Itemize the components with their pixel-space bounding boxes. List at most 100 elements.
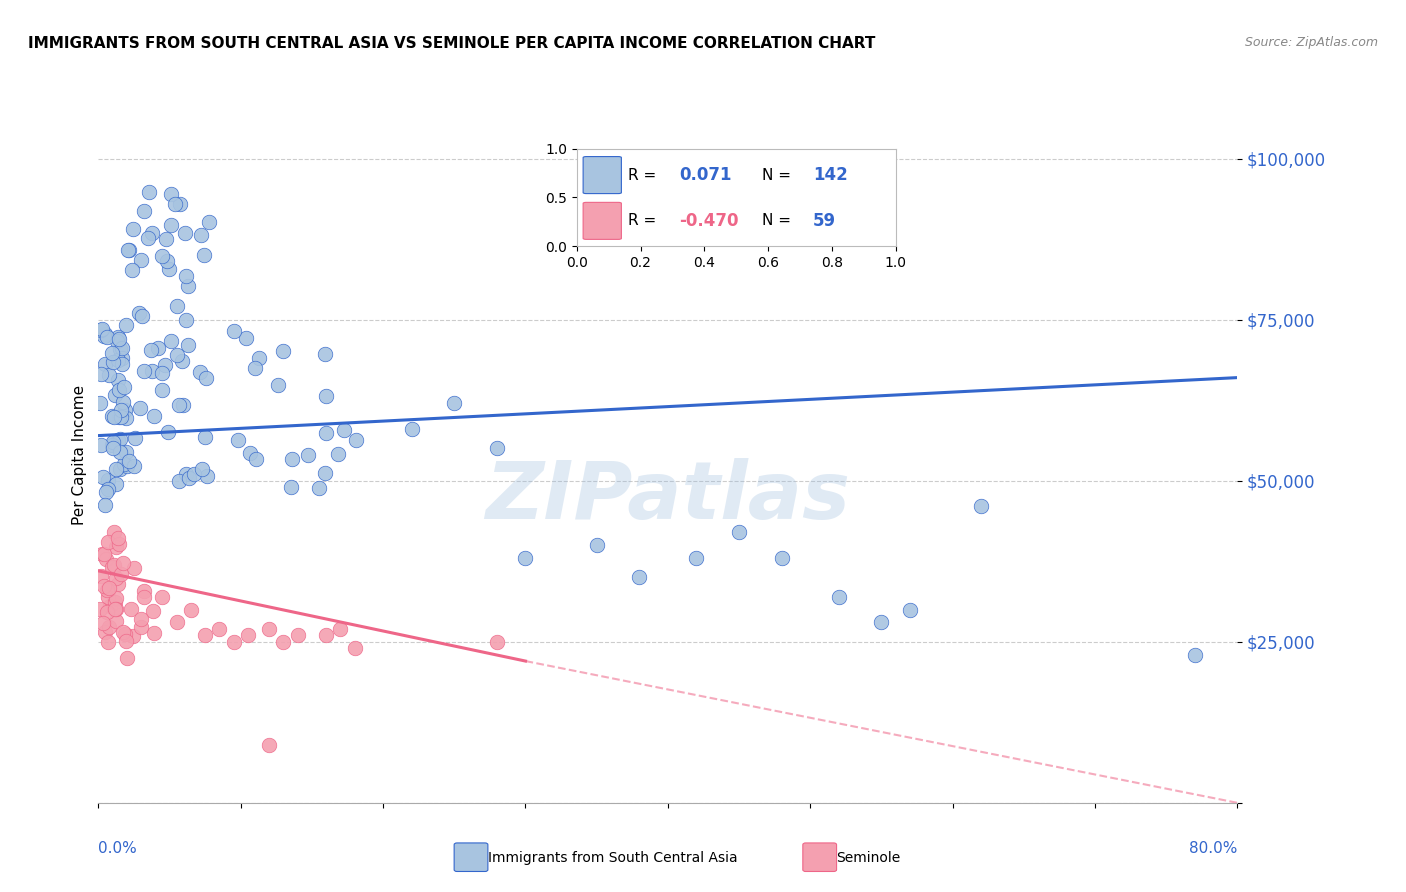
Point bbox=[157, 425, 180, 439]
Point bbox=[195, 370, 218, 384]
Point bbox=[273, 634, 295, 648]
Point bbox=[190, 228, 212, 243]
Text: N =: N = bbox=[762, 168, 790, 183]
Point bbox=[105, 615, 128, 629]
Point bbox=[166, 299, 188, 313]
Point bbox=[89, 602, 111, 616]
Y-axis label: Per Capita Income: Per Capita Income bbox=[72, 384, 87, 525]
Point bbox=[107, 330, 129, 344]
Point bbox=[297, 448, 319, 462]
Point bbox=[104, 594, 127, 608]
Point bbox=[315, 425, 337, 440]
Point bbox=[770, 551, 793, 566]
Point bbox=[174, 467, 197, 482]
Point bbox=[155, 253, 177, 268]
Point bbox=[259, 738, 281, 752]
Point bbox=[96, 582, 118, 597]
Text: 80.0%: 80.0% bbox=[1189, 841, 1237, 856]
Point bbox=[235, 331, 257, 345]
Point bbox=[180, 602, 202, 616]
Point bbox=[98, 620, 121, 634]
Point bbox=[132, 364, 155, 378]
Point bbox=[344, 434, 367, 448]
Point bbox=[105, 602, 128, 616]
Point bbox=[142, 409, 165, 423]
Point bbox=[152, 590, 174, 604]
Point bbox=[104, 476, 127, 491]
Point bbox=[104, 571, 127, 585]
Point bbox=[108, 445, 131, 459]
Point bbox=[287, 628, 309, 642]
Point bbox=[91, 616, 114, 631]
Point bbox=[112, 395, 135, 409]
Point bbox=[96, 552, 118, 566]
Point bbox=[728, 525, 751, 540]
Point bbox=[141, 226, 163, 240]
Point bbox=[188, 365, 211, 379]
Point bbox=[97, 534, 120, 549]
Point bbox=[150, 383, 173, 397]
Point bbox=[122, 458, 145, 473]
Point bbox=[111, 557, 134, 571]
Point bbox=[333, 424, 356, 438]
Point bbox=[93, 329, 115, 343]
Point bbox=[124, 431, 146, 445]
Point bbox=[167, 398, 190, 412]
Point bbox=[266, 377, 288, 392]
Point bbox=[172, 353, 194, 368]
Point bbox=[118, 453, 141, 467]
Point bbox=[172, 398, 194, 412]
Point bbox=[93, 498, 115, 512]
Point bbox=[117, 244, 139, 258]
Point bbox=[111, 357, 134, 371]
Point bbox=[486, 442, 509, 456]
Point bbox=[103, 525, 125, 540]
Point bbox=[97, 482, 120, 496]
Point bbox=[179, 471, 201, 485]
Point bbox=[160, 218, 183, 232]
Point bbox=[112, 380, 135, 394]
Point bbox=[183, 467, 205, 481]
Point bbox=[101, 434, 124, 449]
Point bbox=[101, 346, 124, 360]
Point bbox=[105, 334, 128, 349]
Point bbox=[271, 344, 294, 359]
Point bbox=[169, 197, 191, 211]
Point bbox=[585, 538, 607, 552]
Point bbox=[343, 641, 366, 656]
Point bbox=[193, 248, 215, 262]
Point bbox=[139, 343, 162, 357]
Text: R =: R = bbox=[627, 213, 657, 228]
Point bbox=[115, 445, 138, 459]
Point bbox=[401, 422, 423, 436]
Point bbox=[143, 625, 166, 640]
Text: Immigrants from South Central Asia: Immigrants from South Central Asia bbox=[488, 851, 738, 865]
Point bbox=[124, 560, 146, 574]
Point bbox=[104, 388, 127, 402]
Text: 0.0%: 0.0% bbox=[98, 841, 138, 856]
Point bbox=[90, 323, 112, 337]
Point bbox=[970, 500, 993, 514]
Point bbox=[107, 531, 129, 545]
Point bbox=[97, 634, 120, 648]
Point bbox=[107, 352, 129, 367]
Point bbox=[120, 602, 142, 616]
Point bbox=[243, 361, 266, 376]
Point bbox=[174, 269, 197, 284]
Point bbox=[112, 457, 135, 471]
Point bbox=[281, 451, 304, 466]
Point bbox=[245, 452, 267, 467]
Point bbox=[112, 624, 135, 639]
Point bbox=[177, 337, 200, 351]
Point bbox=[1184, 648, 1206, 662]
Point bbox=[115, 651, 138, 665]
Point bbox=[280, 480, 302, 494]
Point bbox=[198, 215, 221, 229]
Point bbox=[128, 306, 150, 320]
Point bbox=[108, 332, 131, 346]
Point bbox=[160, 334, 183, 349]
Point bbox=[155, 232, 177, 246]
Point bbox=[111, 351, 134, 366]
Point bbox=[166, 348, 188, 362]
Point bbox=[131, 309, 153, 323]
